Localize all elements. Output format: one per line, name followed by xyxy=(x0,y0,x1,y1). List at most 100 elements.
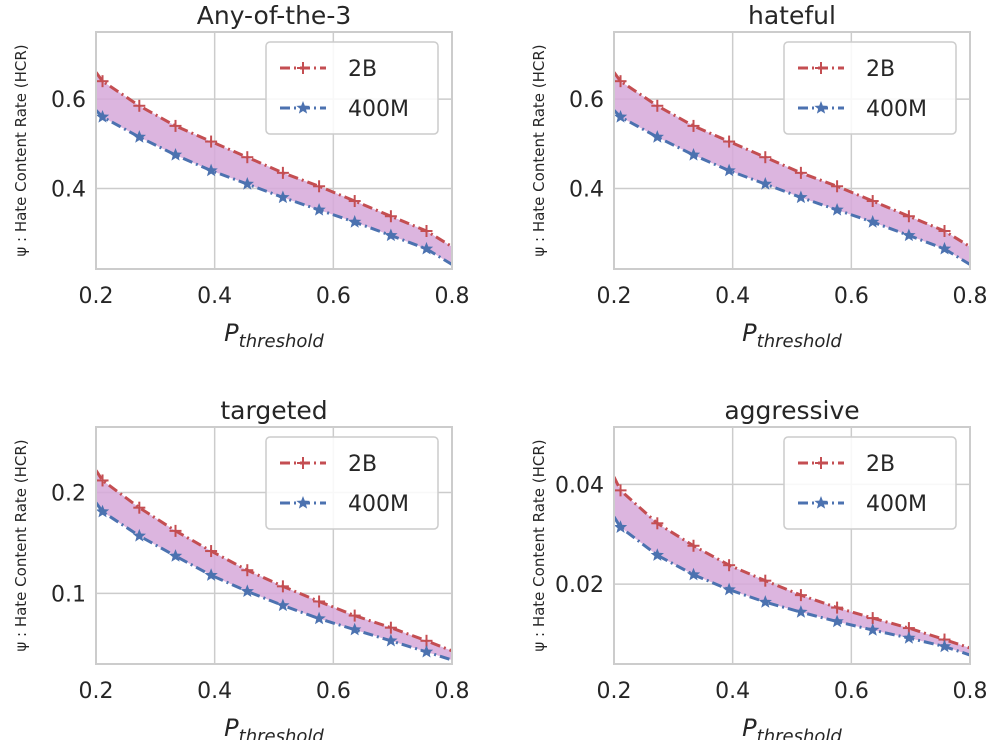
panel2-ytick-label-1: 0.2 xyxy=(51,482,86,507)
panel3-ylabel: ψ : Hate Content Rate (HCR) xyxy=(530,439,548,651)
panel3-point-400M-8 xyxy=(866,623,880,636)
panel1-point-2B-9 xyxy=(902,210,915,223)
panel3-point-2B-8 xyxy=(866,612,879,625)
panel2-point-2B-8 xyxy=(348,609,361,622)
panel3-title: aggressive xyxy=(724,396,859,425)
panel2-xtick-label-2: 0.6 xyxy=(316,679,351,704)
panel2-ytick-label-0: 0.1 xyxy=(51,582,86,607)
panel0-legend-label-400M: 400M xyxy=(348,97,409,122)
panel0-point-2B-3 xyxy=(169,119,182,132)
panel0-ytick-label-0: 0.4 xyxy=(51,178,86,203)
panel2-xlabel-sub: threshold xyxy=(239,726,325,740)
panel3-legend: 2B 400M xyxy=(783,436,957,530)
panel3-legend-box xyxy=(783,436,957,530)
panel1-point-2B-7 xyxy=(831,180,844,193)
panel3-point-400M-1 xyxy=(614,520,628,533)
panel2-point-2B-10 xyxy=(420,634,433,647)
panel3-legend-marker-400M xyxy=(814,496,828,509)
panel2-point-2B-5 xyxy=(241,564,254,577)
panel2-point-400M-10 xyxy=(419,644,434,658)
panel3-xtick-label-1: 0.4 xyxy=(715,679,750,704)
panel0-point-2B-1 xyxy=(96,75,109,88)
panel1-legend-label-2B: 2B xyxy=(866,57,895,82)
panel3-point-2B-3 xyxy=(687,539,700,552)
panel0-point-2B-7 xyxy=(313,180,326,193)
panel1-xlabel: Pthreshold xyxy=(742,319,842,352)
panel3-line-2B xyxy=(614,476,970,650)
panel3-legend-marker-2B xyxy=(815,457,827,469)
panel0-point-400M-3 xyxy=(168,147,183,161)
panel3-xtick-label-0: 0.2 xyxy=(597,679,632,704)
panel0-legend-box xyxy=(265,41,439,135)
panel0-xlabel-sub: threshold xyxy=(239,331,325,352)
panel3-ytick-label-0: 0.02 xyxy=(555,573,604,598)
panel0-legend-marker-2B xyxy=(297,62,309,74)
panel2-point-400M-6 xyxy=(276,598,290,612)
panel2-point-400M-9 xyxy=(384,633,398,647)
panel2-point-2B-4 xyxy=(205,545,218,558)
panel0-point-2B-6 xyxy=(276,166,289,179)
panel0-point-2B-5 xyxy=(241,151,254,164)
panel1-point-400M-2 xyxy=(650,130,664,143)
panel3-point-2B-6 xyxy=(794,589,807,602)
panel3-xlabel-sub: threshold xyxy=(757,726,843,740)
panel2-legend: 2B 400M xyxy=(265,436,439,530)
panel1-point-2B-3 xyxy=(687,119,700,132)
panel2-point-2B-2 xyxy=(133,501,146,514)
panel3-point-400M-3 xyxy=(686,567,701,581)
panel2-xlabel: Pthreshold xyxy=(224,714,324,740)
panel1-point-2B-6 xyxy=(794,166,807,179)
panel2-axes-frame xyxy=(95,426,453,665)
panel1-point-400M-10 xyxy=(937,241,952,255)
panel1-line-2B xyxy=(614,71,970,248)
panel3-point-400M-2 xyxy=(650,548,664,561)
panel3-point-400M-7 xyxy=(830,614,844,628)
panel1-plot-area xyxy=(614,71,970,266)
panel0-title: Any-of-the-3 xyxy=(197,1,352,30)
panel2-point-2B-7 xyxy=(313,595,326,608)
panel0-point-2B-2 xyxy=(133,99,146,112)
panel1-ytick-label-0: 0.4 xyxy=(569,178,604,203)
panel1-xtick-label-1: 0.4 xyxy=(715,284,750,309)
panel1-point-400M-5 xyxy=(758,177,772,190)
panel3-point-400M-5 xyxy=(758,595,772,608)
panel2-point-400M-5 xyxy=(240,584,254,598)
panel2-fill-between xyxy=(96,470,452,660)
panel0-point-400M-4 xyxy=(204,163,218,177)
panel1-point-2B-4 xyxy=(723,135,736,148)
panel1-point-2B-8 xyxy=(866,195,879,208)
panel3-point-400M-9 xyxy=(902,631,916,644)
panel2-xtick-label-1: 0.4 xyxy=(197,679,232,704)
panel2-plot-area xyxy=(96,469,452,662)
panel0-point-400M-1 xyxy=(96,109,110,123)
panel2-point-2B-6 xyxy=(276,580,289,593)
subplot-any-of-the-3: 0.2 0.4 0.6 0.8 0.4 0.6 Any-of-the-3 Pthreshold… xyxy=(12,1,470,352)
panel0-ytick-label-1: 0.6 xyxy=(51,88,86,113)
panel3-point-400M-10 xyxy=(937,639,952,653)
panel1-point-400M-6 xyxy=(794,190,808,204)
panel0-point-2B-10 xyxy=(420,224,433,237)
panel3-point-2B-7 xyxy=(831,601,844,614)
panel2-point-400M-1 xyxy=(96,504,110,518)
panel2-line-400M xyxy=(96,501,452,662)
panel2-point-400M-3 xyxy=(168,549,183,562)
panel0-point-400M-9 xyxy=(384,228,398,242)
panel3-xtick-label-3: 0.8 xyxy=(953,679,988,704)
panel1-ylabel: ψ : Hate Content Rate (HCR) xyxy=(530,44,548,256)
panel3-ytick-label-1: 0.04 xyxy=(555,473,604,498)
panel1-point-400M-9 xyxy=(902,228,916,242)
panel2-point-400M-8 xyxy=(348,622,362,636)
panel2-legend-label-2B: 2B xyxy=(348,452,377,477)
panel2-point-2B-9 xyxy=(384,621,397,634)
panel2-line-2B xyxy=(96,469,452,653)
panel1-point-400M-4 xyxy=(722,163,736,177)
panel0-point-400M-5 xyxy=(240,177,254,190)
panel3-point-2B-4 xyxy=(723,559,736,572)
panel3-xtick-label-2: 0.6 xyxy=(834,679,869,704)
panel2-legend-box xyxy=(265,436,439,530)
panel3-plot-area xyxy=(614,476,970,657)
panel3-line-400M xyxy=(614,516,970,657)
panel0-point-2B-9 xyxy=(384,210,397,223)
panel3-legend-label-2B: 2B xyxy=(866,452,895,477)
panel1-xlabel-sub: threshold xyxy=(757,331,843,352)
